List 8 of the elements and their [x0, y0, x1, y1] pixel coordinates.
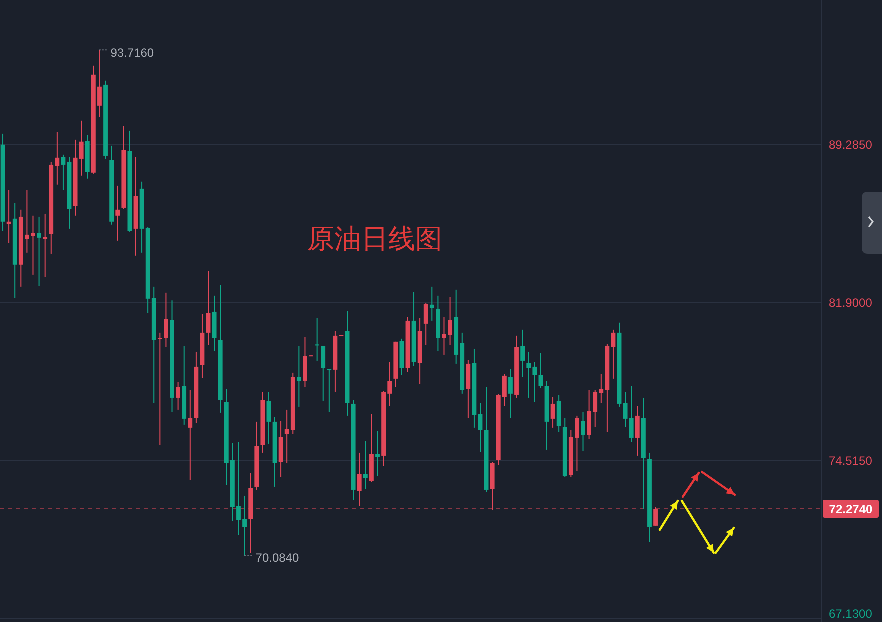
annotation: 93.7160	[110, 46, 154, 60]
y-tick-label: 74.5150	[829, 454, 873, 468]
ref-line-label: 72.2740	[829, 502, 874, 516]
annotation: 70.0840	[256, 550, 300, 565]
y-tick-label: 89.2850	[829, 138, 873, 152]
y-tick-label: 81.9000	[829, 296, 873, 310]
text: 原油日线图	[308, 224, 442, 254]
y-tick-label: 67.1300	[829, 607, 873, 621]
